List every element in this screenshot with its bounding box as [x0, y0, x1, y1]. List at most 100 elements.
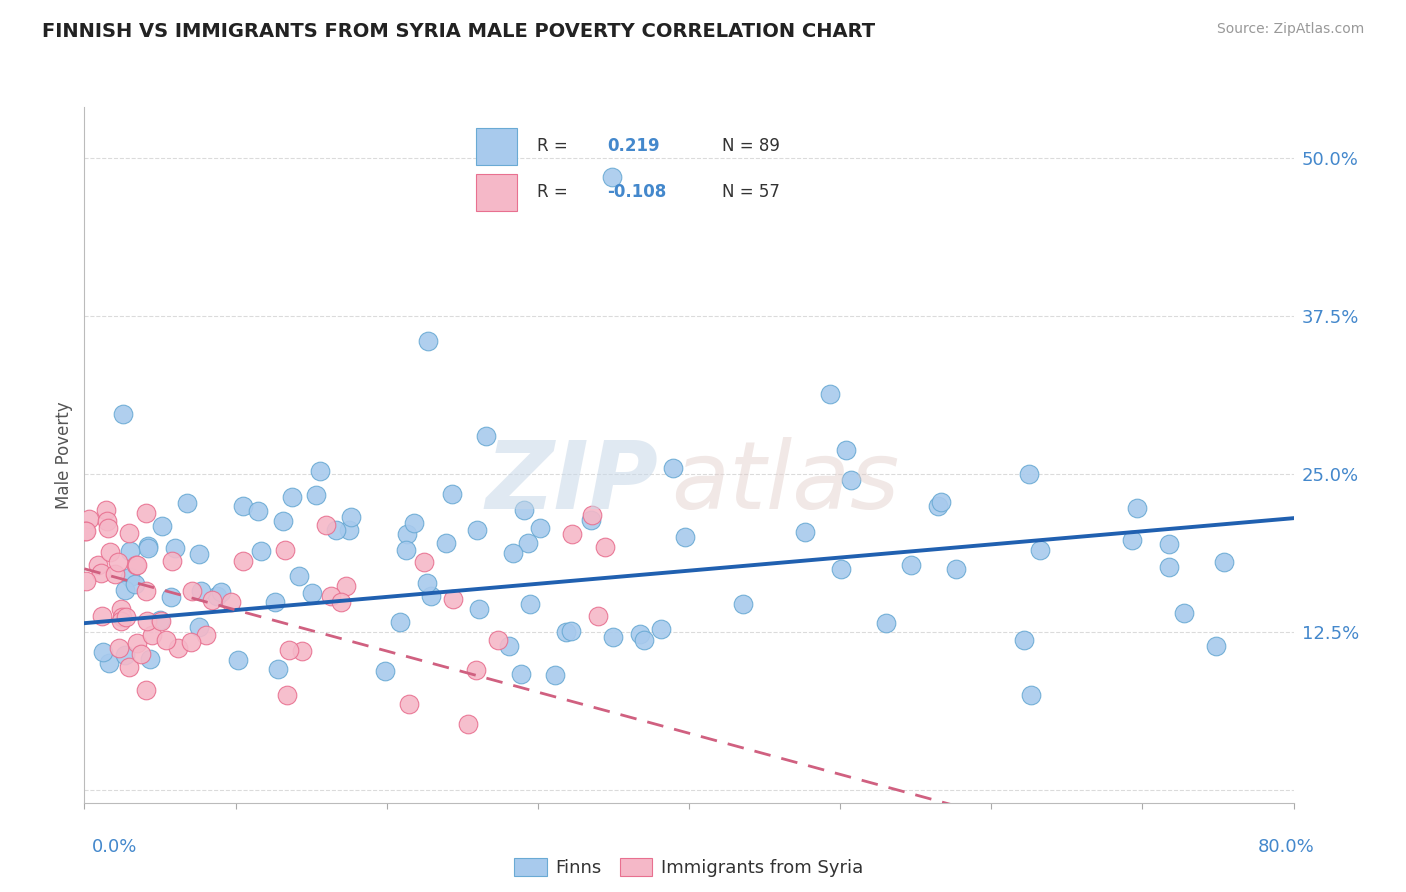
Point	[90, 566, 112, 580]
Point	[650, 622, 672, 636]
Point	[135, 682, 157, 697]
Point	[517, 536, 540, 550]
Point	[544, 668, 567, 682]
Point	[418, 334, 440, 348]
Point	[440, 487, 463, 501]
Point	[87, 558, 110, 572]
Point	[135, 583, 157, 598]
Point	[96, 514, 118, 528]
Point	[91, 645, 114, 659]
Point	[555, 624, 578, 639]
Point	[661, 460, 683, 475]
Point	[232, 554, 254, 568]
Point	[325, 523, 347, 537]
Point	[104, 566, 127, 581]
Point	[219, 595, 242, 609]
Legend: Finns, Immigrants from Syria: Finns, Immigrants from Syria	[508, 850, 870, 884]
Point	[420, 589, 443, 603]
Text: FINNISH VS IMMIGRANTS FROM SYRIA MALE POVERTY CORRELATION CHART: FINNISH VS IMMIGRANTS FROM SYRIA MALE PO…	[42, 22, 876, 41]
Text: ZIP: ZIP	[486, 437, 658, 529]
Point	[673, 530, 696, 544]
Point	[404, 516, 426, 531]
Point	[337, 523, 360, 537]
Point	[931, 495, 953, 509]
Point	[457, 717, 479, 731]
Point	[301, 586, 323, 600]
Point	[165, 541, 187, 555]
Point	[315, 517, 337, 532]
Point	[226, 653, 249, 667]
Point	[529, 521, 551, 535]
Point	[486, 632, 509, 647]
Point	[579, 513, 602, 527]
Point	[232, 499, 254, 513]
Point	[281, 491, 304, 505]
Point	[510, 667, 533, 681]
Point	[136, 540, 159, 554]
Point	[441, 592, 464, 607]
Point	[839, 473, 862, 487]
Point	[927, 499, 949, 513]
Text: 80.0%: 80.0%	[1258, 838, 1315, 856]
Point	[273, 514, 295, 528]
Point	[209, 584, 232, 599]
Point	[793, 524, 815, 539]
Text: 0.0%: 0.0%	[91, 838, 136, 856]
Point	[389, 615, 412, 629]
Point	[468, 602, 491, 616]
Point	[149, 613, 172, 627]
Point	[117, 659, 139, 673]
Point	[628, 627, 651, 641]
Point	[110, 601, 132, 615]
Point	[264, 595, 287, 609]
Point	[335, 579, 357, 593]
Point	[111, 610, 134, 624]
Point	[1126, 500, 1149, 515]
Point	[111, 407, 134, 421]
Point	[830, 562, 852, 576]
Point	[416, 575, 439, 590]
Point	[98, 545, 121, 559]
Point	[176, 496, 198, 510]
Point	[155, 632, 177, 647]
Point	[110, 614, 132, 628]
Point	[900, 558, 922, 572]
Point	[465, 524, 488, 538]
Point	[581, 508, 603, 522]
Point	[267, 662, 290, 676]
Point	[190, 584, 212, 599]
Point	[125, 558, 148, 572]
Point	[139, 652, 162, 666]
Text: atlas: atlas	[671, 437, 898, 528]
Point	[118, 544, 141, 558]
Point	[731, 597, 754, 611]
Point	[1205, 639, 1227, 653]
Point	[91, 609, 114, 624]
Point	[1029, 543, 1052, 558]
Point	[150, 519, 173, 533]
Point	[396, 527, 419, 541]
Point	[305, 488, 328, 502]
Point	[124, 576, 146, 591]
Point	[291, 643, 314, 657]
Point	[181, 584, 204, 599]
Point	[149, 614, 172, 628]
Point	[200, 593, 222, 607]
Point	[114, 582, 136, 597]
Point	[1157, 537, 1180, 551]
Point	[945, 562, 967, 576]
Y-axis label: Male Poverty: Male Poverty	[55, 401, 73, 508]
Point	[374, 664, 396, 678]
Point	[398, 697, 420, 711]
Point	[498, 640, 520, 654]
Point	[277, 643, 299, 657]
Point	[1121, 533, 1143, 548]
Point	[561, 526, 583, 541]
Point	[129, 648, 152, 662]
Point	[136, 615, 159, 629]
Point	[586, 608, 609, 623]
Point	[339, 509, 361, 524]
Point	[160, 554, 183, 568]
Point	[602, 630, 624, 644]
Point	[180, 635, 202, 649]
